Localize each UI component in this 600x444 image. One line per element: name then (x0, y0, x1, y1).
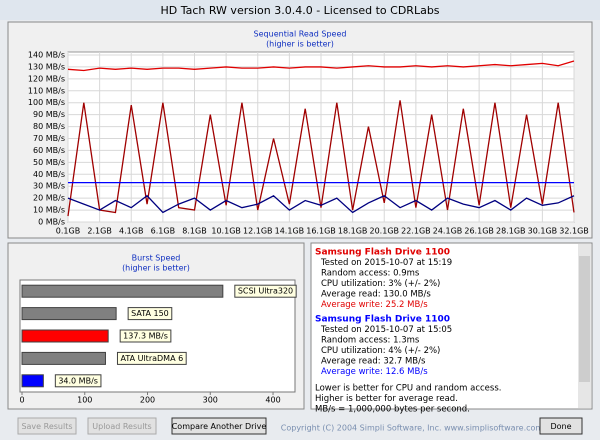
y-tick-label: 10 MB/s (33, 206, 65, 215)
drive-name: Samsung Flash Drive 1100 (315, 248, 450, 258)
x-tick-label: 0 (19, 396, 24, 405)
bar (21, 329, 109, 343)
x-tick-label: 8.1GB (182, 227, 206, 236)
x-tick-label: 400 (265, 396, 280, 405)
button-label[interactable]: Compare Another Drive (172, 422, 267, 431)
chart-subtitle: (higher is better) (122, 264, 190, 273)
result-line: Random access: 0.9ms (321, 269, 420, 279)
y-tick-label: 20 MB/s (33, 194, 65, 203)
bar-label: SATA 150 (131, 309, 169, 318)
y-tick-label: 100 MB/s (28, 98, 65, 107)
y-tick-label: 90 MB/s (33, 110, 65, 119)
result-line: Average read: 130.0 MB/s (321, 290, 431, 300)
y-tick-label: 50 MB/s (33, 158, 65, 167)
result-line: CPU utilization: 3% (+/- 2%) (321, 279, 440, 289)
bar (21, 374, 44, 388)
button[interactable] (87, 417, 157, 435)
bar-label-box (127, 307, 173, 321)
x-tick-label: 6.1GB (151, 227, 175, 236)
bar-label: ATA UltraDMA 6 (120, 354, 183, 363)
x-tick-label: 26.1GB (464, 227, 494, 236)
x-tick-label: 20.1GB (370, 227, 400, 236)
y-tick-label: 80 MB/s (33, 122, 65, 131)
x-tick-label: 24.1GB (433, 227, 463, 236)
series-line (67, 60, 575, 72)
x-tick-label: 300 (203, 396, 218, 405)
window-title: HD Tach RW version 3.0.4.0 - Licensed to… (160, 4, 439, 17)
series-line (67, 100, 575, 217)
x-tick-label: 28.1GB (496, 227, 526, 236)
title-bar (0, 0, 600, 20)
bar-label-box (119, 329, 172, 343)
button-label[interactable]: Done (550, 422, 571, 431)
x-tick-label: 18.1GB (338, 227, 368, 236)
note: Lower is better for CPU and random acces… (315, 384, 501, 394)
result-line: Average read: 32.7 MB/s (321, 357, 426, 367)
x-tick-label: 200 (140, 396, 155, 405)
y-tick-label: 30 MB/s (33, 182, 65, 191)
y-tick-label: 40 MB/s (33, 170, 65, 179)
y-tick-label: 140 MB/s (28, 51, 65, 60)
bar-label-box (116, 351, 187, 365)
result-line: Average write: 25.2 MB/s (321, 300, 428, 310)
x-tick-label: 12.1GB (243, 227, 273, 236)
bar-label: 137.3 MB/s (123, 332, 168, 341)
x-tick-label: 4.1GB (119, 227, 143, 236)
bar (21, 284, 224, 298)
chart-title: Sequential Read Speed (254, 30, 347, 39)
button-label[interactable]: Upload Results (92, 422, 151, 431)
y-tick-label: 110 MB/s (28, 86, 65, 95)
x-tick-label: 10.1GB (211, 227, 241, 236)
results-panel (310, 242, 593, 410)
bar-label: SCSI Ultra320 (238, 287, 293, 296)
bar-label: 34.0 MB/s (58, 376, 98, 385)
chart-title: Burst Speed (132, 254, 181, 263)
note: MB/s = 1,000,000 bytes per second. (315, 405, 470, 415)
button-label[interactable]: Save Results (21, 422, 72, 431)
y-tick-label: 120 MB/s (28, 74, 65, 83)
x-tick-label: 30.1GB (528, 227, 558, 236)
x-tick-label: 22.1GB (401, 227, 431, 236)
result-line: CPU utilization: 4% (+/- 2%) (321, 346, 440, 356)
x-tick-label: 0.1GB (56, 227, 80, 236)
result-line: Average write: 12.6 MB/s (321, 367, 428, 377)
y-tick-label: 130 MB/s (28, 62, 65, 71)
note: Higher is better for average read. (315, 394, 458, 404)
y-tick-label: 0 MB/s (38, 218, 65, 227)
bar-label-box (54, 374, 102, 388)
result-line: Random access: 1.3ms (321, 336, 420, 346)
x-tick-label: 16.1GB (306, 227, 336, 236)
chart-subtitle: (higher is better) (266, 40, 334, 49)
button[interactable] (17, 417, 77, 435)
button[interactable] (539, 417, 583, 435)
series-line (67, 194, 575, 214)
result-line: Tested on 2015-10-07 at 15:05 (320, 325, 452, 335)
x-tick-label: 100 (77, 396, 92, 405)
drive-name: Samsung Flash Drive 1100 (315, 315, 450, 325)
x-tick-label: 32.1GB (559, 227, 589, 236)
bar-label-box (234, 284, 297, 298)
y-tick-label: 70 MB/s (33, 134, 65, 143)
x-tick-label: 14.1GB (275, 227, 305, 236)
y-tick-label: 60 MB/s (33, 146, 65, 155)
result-line: Tested on 2015-10-07 at 15:19 (320, 258, 452, 268)
footer: Copyright (C) 2004 Simpli Software, Inc.… (281, 424, 544, 433)
bar (21, 351, 106, 365)
bar (21, 307, 117, 321)
x-tick-label: 2.1GB (87, 227, 111, 236)
button[interactable] (171, 417, 267, 435)
scroll-thumb[interactable] (579, 256, 590, 382)
